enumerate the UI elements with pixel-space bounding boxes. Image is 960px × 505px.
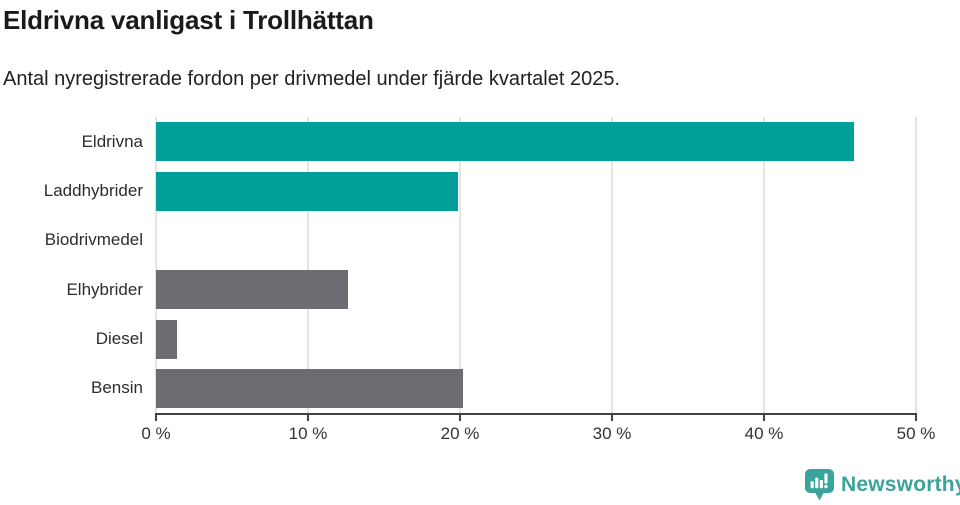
x-tick-50: [915, 415, 917, 421]
gridline-40: [763, 117, 765, 413]
category-label-laddhybrider: Laddhybrider: [43, 180, 143, 200]
x-axis-line: [155, 413, 917, 415]
x-tick-30: [611, 415, 613, 421]
newsworthy-wordmark: Newsworthy: [841, 473, 960, 496]
newsworthy-brand-footer: Newsworthy: [805, 469, 960, 501]
category-label-eldrivna: Eldrivna: [81, 131, 143, 151]
gridline-50: [915, 117, 917, 413]
category-axis-labels: Eldrivna Laddhybrider Biodrivmedel Elhybrid…: [0, 117, 143, 413]
bar-eldrivna: [156, 122, 854, 162]
bar-elhybrider: [156, 270, 348, 310]
category-label-bensin: Bensin: [91, 378, 143, 398]
x-tick-0: [155, 415, 157, 421]
x-tick-label: 10 %: [288, 424, 328, 443]
chart-title: Eldrivna vanligast i Trollhättan: [3, 5, 374, 35]
category-label-elhybrider: Elhybrider: [66, 279, 143, 299]
x-tick-20: [459, 415, 461, 421]
x-tick-label: 20 %: [440, 424, 480, 443]
chart-subtitle: Antal nyregistrerade fordon per drivmede…: [3, 68, 621, 90]
gridline-30: [611, 117, 613, 413]
newsworthy-logo-icon: [805, 469, 834, 501]
x-tick-label: 30 %: [592, 424, 632, 443]
bar-bensin: [156, 368, 464, 408]
category-label-biodrivmedel: Biodrivmedel: [44, 230, 143, 250]
x-tick-label: 40 %: [744, 424, 784, 443]
x-tick-10: [307, 415, 309, 421]
x-tick-label: 50 %: [896, 424, 936, 443]
bar-laddhybrider: [156, 171, 459, 211]
x-tick-40: [763, 415, 765, 421]
bar-chart-plot-area: 0 % 10 % 20 % 30 % 40 % 50 %: [141, 117, 935, 443]
x-tick-label: 0 %: [141, 424, 171, 443]
gridline-0: [155, 117, 157, 413]
gridline-10: [307, 117, 309, 413]
bar-diesel: [156, 319, 178, 359]
category-label-diesel: Diesel: [95, 328, 143, 348]
gridline-20: [459, 117, 461, 413]
